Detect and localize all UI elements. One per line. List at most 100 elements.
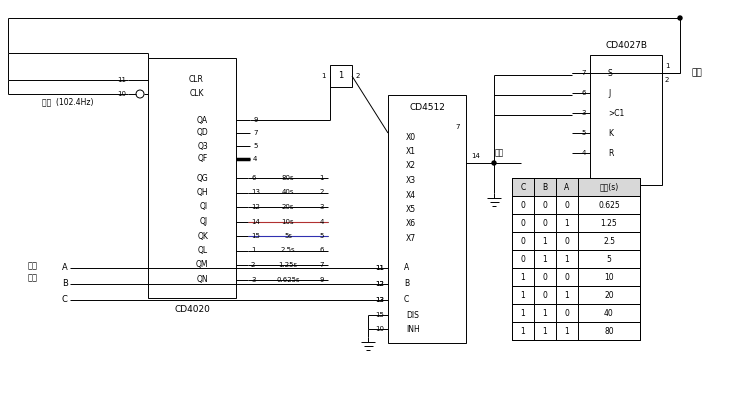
Text: 9: 9 [253, 117, 257, 123]
Text: QD: QD [196, 129, 208, 138]
Text: X5: X5 [406, 205, 416, 214]
Text: 9: 9 [319, 277, 324, 283]
Text: 1: 1 [564, 255, 569, 263]
Text: 1: 1 [520, 290, 526, 299]
Text: X1: X1 [406, 147, 416, 156]
Text: QG: QG [196, 173, 208, 182]
Text: 3: 3 [251, 277, 256, 283]
Text: 1: 1 [520, 309, 526, 318]
Text: QM: QM [195, 261, 208, 270]
Bar [388, 95, 466, 343]
Text: CD4020: CD4020 [174, 305, 210, 314]
Text: 1: 1 [542, 255, 548, 263]
Text: B: B [542, 182, 548, 191]
Text: DIS: DIS [406, 310, 419, 320]
Text: C: C [62, 296, 68, 305]
Text: 6: 6 [319, 248, 324, 253]
Text: QN: QN [197, 275, 208, 284]
Text: 0: 0 [520, 255, 526, 263]
Text: 7: 7 [253, 130, 257, 136]
Text: 启动: 启动 [494, 149, 504, 158]
Text: 20: 20 [605, 290, 614, 299]
Text: 0: 0 [564, 200, 569, 209]
Text: 15: 15 [251, 233, 260, 239]
Text: CD4027B: CD4027B [605, 40, 647, 50]
Text: CLR: CLR [189, 75, 204, 84]
Text: B: B [62, 279, 68, 288]
Text: 12: 12 [375, 281, 384, 287]
Bar [512, 178, 640, 340]
Text: 80s: 80s [281, 175, 295, 181]
Text: 1: 1 [321, 73, 325, 79]
Text: >C1: >C1 [608, 108, 624, 118]
Text: 选择: 选择 [28, 274, 38, 283]
Text: 20s: 20s [281, 204, 295, 210]
Text: 13: 13 [375, 297, 384, 303]
Text: 4: 4 [253, 156, 257, 162]
Text: J: J [608, 88, 610, 97]
Text: 5: 5 [582, 130, 586, 136]
Text: 1.25: 1.25 [601, 219, 618, 228]
Text: X2: X2 [406, 162, 416, 171]
Text: QJ: QJ [200, 217, 208, 226]
Text: 1: 1 [564, 219, 569, 228]
Text: 6: 6 [251, 175, 256, 181]
Text: 12: 12 [375, 281, 384, 287]
Text: 0.625: 0.625 [598, 200, 620, 209]
Text: 7: 7 [581, 70, 586, 76]
Text: QF: QF [198, 154, 208, 163]
Bar [330, 65, 352, 87]
Text: 4: 4 [319, 219, 324, 224]
Text: 11: 11 [375, 265, 384, 271]
Bar [512, 322, 640, 340]
Text: 14: 14 [471, 153, 480, 159]
Text: X4: X4 [406, 191, 416, 200]
Bar [512, 304, 640, 322]
Bar [148, 58, 236, 298]
Text: 1: 1 [664, 63, 670, 69]
Text: 7: 7 [319, 262, 324, 268]
Text: 0: 0 [542, 219, 548, 228]
Text: 0: 0 [520, 200, 526, 209]
Text: 2: 2 [319, 189, 324, 195]
Text: R: R [608, 149, 613, 158]
Text: 1: 1 [564, 290, 569, 299]
Text: 13: 13 [251, 189, 260, 195]
Bar [512, 286, 640, 304]
Text: 7: 7 [455, 124, 460, 130]
Text: 0: 0 [542, 200, 548, 209]
Text: 4: 4 [582, 150, 586, 156]
Text: 0: 0 [564, 272, 569, 281]
Text: 3: 3 [319, 204, 324, 210]
Bar [512, 214, 640, 232]
Text: X0: X0 [406, 132, 416, 141]
Text: 1: 1 [251, 248, 256, 253]
Bar [512, 178, 640, 196]
Circle shape [678, 16, 682, 20]
Text: 6: 6 [581, 90, 586, 96]
Text: CD4512: CD4512 [409, 103, 445, 112]
Text: 0: 0 [520, 237, 526, 246]
Text: 5: 5 [319, 233, 324, 239]
Text: 时钟  (102.4Hz): 时钟 (102.4Hz) [42, 97, 94, 107]
Text: 2: 2 [356, 73, 360, 79]
Text: X7: X7 [406, 234, 416, 243]
Text: 1: 1 [520, 327, 526, 336]
Text: 3: 3 [581, 110, 586, 116]
Text: 1: 1 [319, 175, 324, 181]
Text: 13: 13 [375, 297, 384, 303]
Text: 0: 0 [564, 309, 569, 318]
Text: 5: 5 [253, 143, 257, 149]
Text: QI: QI [200, 202, 208, 211]
Text: 输出(s): 输出(s) [599, 182, 618, 191]
Text: 0.625s: 0.625s [276, 277, 300, 283]
Bar [512, 196, 640, 214]
Text: 0: 0 [542, 272, 548, 281]
Bar [590, 55, 662, 185]
Text: 1: 1 [542, 237, 548, 246]
Text: 2.5: 2.5 [603, 237, 615, 246]
Text: INH: INH [406, 325, 420, 334]
Text: 0: 0 [520, 219, 526, 228]
Text: 2.5s: 2.5s [281, 248, 295, 253]
Text: CLK: CLK [189, 90, 204, 99]
